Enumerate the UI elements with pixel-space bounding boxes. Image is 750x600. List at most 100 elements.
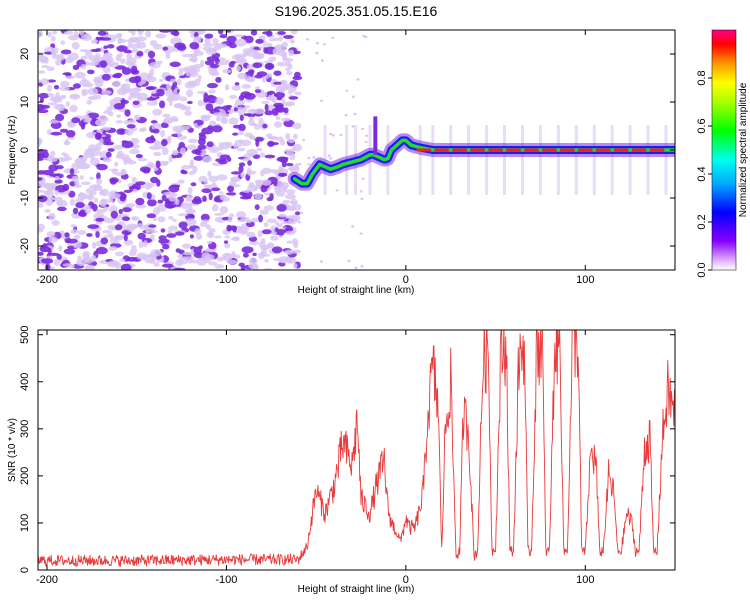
x-tick-label: -100 (215, 274, 237, 286)
noise-blob (135, 197, 145, 206)
noise-blob (254, 108, 265, 115)
noise-blob (211, 125, 223, 133)
noise-blob (320, 99, 324, 103)
noise-blob (221, 141, 231, 150)
noise-blob (68, 34, 80, 41)
noise-blob (167, 225, 179, 231)
noise-blob (47, 247, 52, 256)
noise-blob (130, 224, 138, 229)
noise-blob (260, 185, 268, 193)
noise-blob (48, 164, 59, 172)
y-tick-label: 200 (19, 467, 31, 485)
noise-blob (58, 245, 63, 252)
x-tick-label: 0 (403, 274, 409, 286)
colorbar-gradient (711, 29, 737, 271)
noise-blob (80, 55, 88, 61)
noise-blob (240, 195, 252, 200)
spectral-smear (521, 125, 524, 195)
noise-blob (96, 163, 108, 171)
spectral-smear (664, 125, 668, 195)
noise-blob (123, 189, 133, 193)
colorbar-tick-label: 0.2 (696, 214, 708, 229)
noise-blob (255, 38, 264, 44)
noise-blob (167, 230, 173, 234)
noise-blob (251, 217, 259, 223)
noise-blob (95, 246, 108, 255)
noise-blob (236, 147, 246, 152)
noise-blob (157, 216, 166, 223)
noise-blob (281, 41, 288, 48)
noise-blob (153, 151, 162, 157)
noise-blob (90, 254, 97, 262)
noise-blob (166, 233, 177, 238)
noise-blob (256, 147, 263, 152)
noise-blob (41, 258, 54, 264)
noise-blob (219, 57, 226, 61)
noise-blob (286, 189, 296, 195)
noise-blob (59, 128, 69, 133)
spectral-smear (592, 125, 596, 195)
noise-blob (331, 134, 335, 137)
noise-blob (254, 204, 260, 211)
noise-blob (215, 76, 222, 83)
noise-blob (148, 145, 161, 151)
noise-blob (226, 192, 237, 196)
noise-blob (123, 120, 131, 125)
noise-blob (152, 128, 160, 134)
noise-blob (360, 265, 364, 268)
noise-blob (118, 208, 123, 215)
noise-blob (273, 70, 282, 76)
noise-blob (204, 33, 214, 39)
snr-series-line (38, 330, 675, 567)
noise-blob (102, 158, 112, 163)
noise-blob (115, 120, 124, 124)
noise-blob (276, 61, 288, 67)
noise-blob (119, 258, 126, 262)
noise-blob (123, 157, 128, 166)
spectral-smear (418, 125, 422, 195)
noise-blob (242, 252, 249, 258)
noise-blob (38, 70, 46, 74)
noise-blob (272, 257, 284, 262)
noise-blob (190, 259, 199, 264)
noise-blob (104, 52, 113, 58)
noise-blob (57, 53, 65, 62)
noise-blob (214, 146, 224, 151)
noise-blob (103, 110, 109, 114)
noise-blob (136, 252, 148, 260)
noise-blob (42, 169, 54, 176)
noise-blob (298, 162, 302, 166)
noise-blob (238, 113, 245, 117)
noise-blob (87, 112, 100, 119)
noise-blob (202, 195, 207, 202)
noise-blob (64, 139, 69, 146)
noise-blob (211, 187, 221, 192)
noise-blob (327, 154, 331, 157)
x-tick-label: -200 (36, 274, 58, 286)
noise-blob (203, 254, 215, 261)
noise-blob (177, 132, 182, 138)
noise-blob (180, 165, 192, 170)
noise-blob (65, 130, 76, 138)
noise-blob (228, 213, 235, 218)
noise-blob (39, 55, 49, 64)
noise-blob (38, 104, 45, 111)
noise-blob (131, 144, 140, 149)
noise-blob (191, 55, 198, 63)
noise-blob (93, 76, 103, 84)
noise-blob (172, 218, 177, 222)
noise-blob (179, 104, 187, 111)
noise-blob (126, 256, 137, 262)
noise-blob (182, 251, 195, 256)
noise-blob (233, 107, 238, 112)
noise-blob (165, 51, 171, 60)
noise-blob (83, 33, 91, 38)
noise-blob (150, 120, 158, 124)
noise-blob (87, 69, 95, 75)
noise-blob (302, 138, 306, 142)
noise-blob (188, 214, 195, 219)
noise-blob (168, 216, 174, 220)
noise-blob (223, 240, 229, 244)
noise-blob (53, 258, 61, 266)
noise-blob (102, 199, 114, 203)
